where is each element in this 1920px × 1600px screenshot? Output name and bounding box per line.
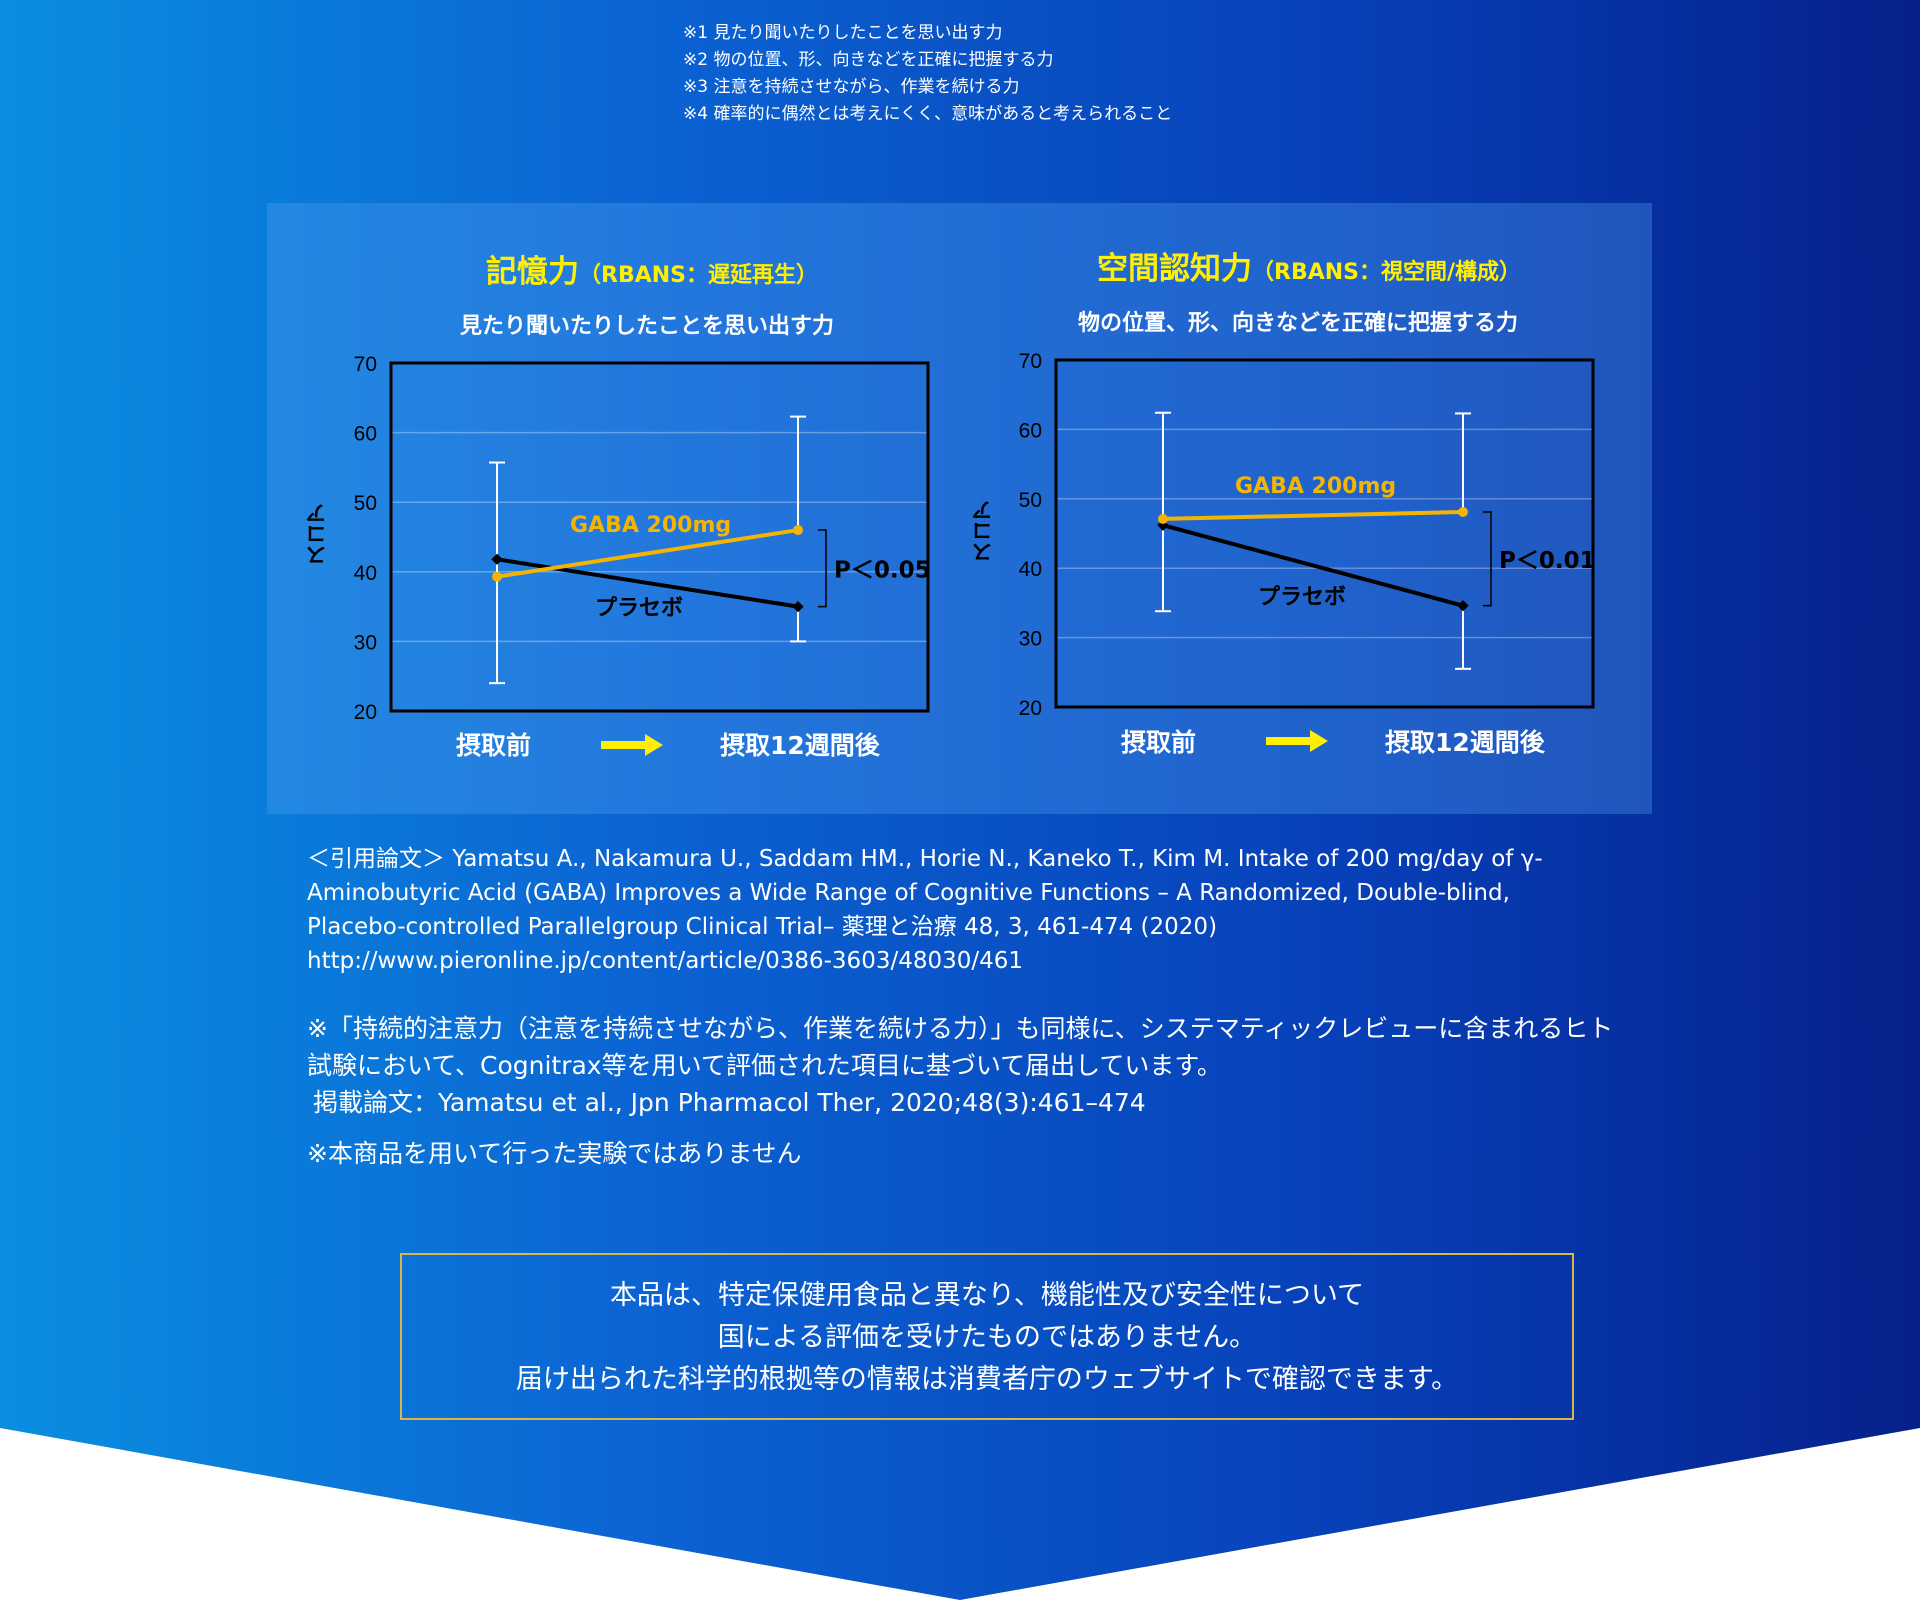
chart2-ytick: 30 [1019, 628, 1042, 651]
chart2-title-main: 空間認知力 [1097, 251, 1252, 287]
note-attention: ※「持続的注意力（注意を持続させながら、作業を続ける力）」も同様に、システマティ… [307, 1014, 1614, 1080]
note-disclaimer: ※本商品を用いて行った実験ではありません [307, 1139, 802, 1168]
chart2-pvalue: P＜0.01 [1499, 548, 1596, 574]
chart1-ytick: 70 [354, 353, 377, 376]
chart1-title: 記憶力（RBANS：遅延再生） [486, 246, 818, 291]
chart1-placebo-point [491, 553, 503, 565]
chart2-series-label: GABA 200mg [1235, 474, 1396, 499]
chart2-ytick: 40 [1019, 558, 1042, 581]
chart2-ytick: 60 [1019, 419, 1042, 442]
citation-link[interactable]: http://www.pieronline.jp/content/article… [307, 948, 1024, 974]
chart2-gaba-point [1458, 506, 1468, 517]
chart1-ytick: 20 [354, 701, 377, 724]
chart1-ytick: 50 [354, 492, 377, 515]
chart2-ytick: 70 [1019, 350, 1042, 373]
footnote: ※4 確率的に偶然とは考えにくく、意味があると考えられること [683, 104, 1173, 124]
chart1-series-line [496, 528, 799, 579]
chart2-frame [1054, 358, 1595, 709]
chart2-title-sub: （RBANS：視空間/構成） [1252, 260, 1522, 285]
chart1-ytick: 60 [354, 423, 377, 446]
chart1-title-main: 記憶力 [486, 254, 579, 290]
chart1-frame [389, 361, 930, 713]
chart1-significance-bracket [818, 529, 827, 608]
chart1-series-label: GABA 200mg [570, 513, 731, 538]
footnotes: ※1 見たり聞いたりしたことを思い出す力 ※2 物の位置、形、向きなどを正確に把… [683, 20, 1172, 128]
chart1-arrow-icon [601, 734, 663, 756]
chart2-gaba-point [1158, 513, 1168, 524]
disclaimer-line: 本品は、特定保健用食品と異なり、機能性及び安全性について [609, 1280, 1365, 1311]
chart1-pvalue: P＜0.05 [834, 557, 931, 583]
charts-svg: 20 30 40 50 60 70 プラセボ GABA 200mg P＜0.05 20 30 40 50… [354, 350, 1596, 756]
chart1-gaba-point [793, 525, 803, 536]
footnote: ※2 物の位置、形、向きなどを正確に把握する力 [683, 50, 1054, 70]
chart1-title-sub: （RBANS：遅延再生） [579, 263, 818, 288]
citation-text: ＜引用論文＞ Yamatsu A., Nakamura U., Saddam H… [307, 846, 1543, 940]
chart2-significance-bracket [1483, 511, 1492, 607]
notes-block: ※「持続的注意力（注意を持続させながら、作業を続ける力）」も同様に、システマティ… [307, 1010, 1617, 1172]
note-paper: 掲載論文：Yamatsu et al., Jpn Pharmacol Ther,… [313, 1088, 1146, 1117]
chart2-placebo-point [1457, 600, 1469, 612]
chart2-series-label: プラセボ [1258, 585, 1346, 610]
footnote: ※1 見たり聞いたりしたことを思い出す力 [683, 23, 1003, 43]
chart2-series-line [1162, 523, 1464, 608]
citation: ＜引用論文＞ Yamatsu A., Nakamura U., Saddam H… [307, 842, 1597, 978]
disclaimer-box: 本品は、特定保健用食品と異なり、機能性及び安全性について 国による評価を受けたも… [400, 1253, 1574, 1420]
chart1-gaba-point [492, 571, 502, 582]
chart2-arrow-icon [1266, 730, 1328, 752]
chart2-series-line [1162, 509, 1464, 521]
chart1-ytick: 40 [354, 562, 377, 585]
chart1-xlabel-post: 摂取12週間後 [720, 731, 880, 760]
footnote: ※3 注意を持続させながら、作業を続ける力 [683, 77, 1020, 97]
chart1-ytick: 30 [354, 631, 377, 654]
chart2-ytick: 20 [1019, 697, 1042, 720]
chart1-placebo-point [792, 600, 804, 613]
disclaimer-line: 国による評価を受けたものではありません。 [717, 1322, 1257, 1353]
chart2-xlabel-post: 摂取12週間後 [1385, 728, 1545, 757]
disclaimer-line: 届け出られた科学的根拠等の情報は消費者庁のウェブサイトで確認できます。 [515, 1364, 1459, 1395]
chart1-xlabel-pre: 摂取前 [456, 731, 532, 760]
chart2-subtitle: 物の位置、形、向きなどを正確に把握する力 [1078, 311, 1519, 336]
chart2-title: 空間認知力（RBANS：視空間/構成） [1097, 243, 1521, 288]
chart2-ytick: 50 [1019, 489, 1042, 512]
chart2-xlabel-pre: 摂取前 [1121, 728, 1197, 757]
chart1-subtitle: 見たり聞いたりしたことを思い出す力 [460, 314, 835, 339]
chart1-series-label: プラセボ [595, 596, 683, 621]
